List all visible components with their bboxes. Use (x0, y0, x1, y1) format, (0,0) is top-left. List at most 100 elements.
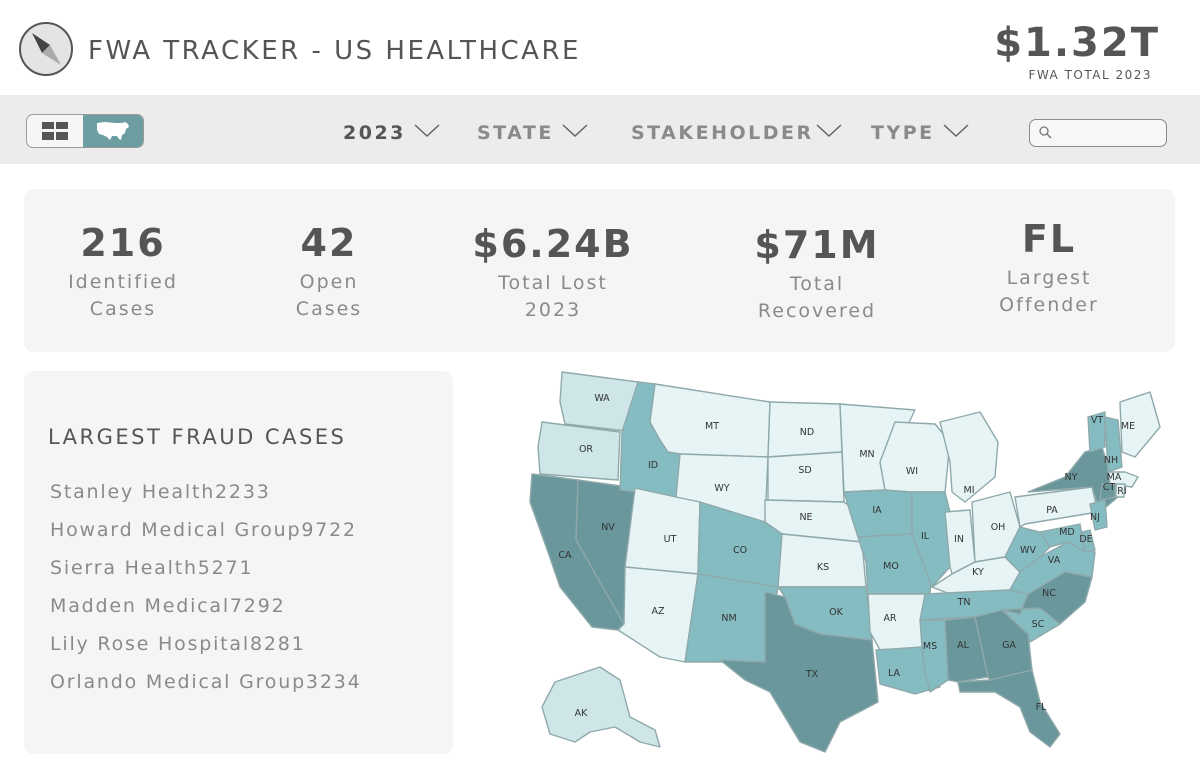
state-label-me: ME (1121, 421, 1135, 432)
filter-toolbar (0, 95, 1200, 164)
map-view-button[interactable] (83, 115, 143, 147)
state-label-ak: AK (575, 708, 588, 719)
state-label-ne: NE (799, 512, 812, 523)
view-toggle (26, 114, 144, 148)
stat-label: Open Cases (295, 271, 363, 320)
state-label-tn: TN (957, 597, 971, 608)
state-ks[interactable] (777, 533, 867, 588)
state-label-in: IN (954, 534, 964, 545)
state-label-mi: MI (964, 485, 975, 496)
search-icon (1039, 126, 1052, 139)
state-label-mo: MO (883, 561, 899, 572)
state-label-al: AL (957, 640, 969, 651)
search-box (1029, 119, 1167, 147)
state-label-ca: CA (558, 550, 572, 561)
state-label-wy: WY (714, 483, 729, 494)
app-title: FWA TRACKER - US HEALTHCARE (88, 36, 581, 66)
state-label-ok: OK (829, 607, 843, 618)
fwa-total-value: $1.32T (994, 20, 1160, 66)
chevron-down-icon (943, 124, 969, 138)
state-label-wv: WV (1020, 545, 1036, 556)
chevron-down-icon (816, 124, 842, 138)
stat-label: Total Lost 2023 (498, 272, 608, 321)
state-nj[interactable] (1089, 499, 1108, 531)
state-label-vt: VT (1091, 415, 1103, 426)
state-me[interactable] (1119, 391, 1161, 458)
state-filter[interactable]: STATE (477, 122, 588, 144)
grid-view-icon (42, 122, 68, 140)
state-label-ri: RI (1117, 486, 1126, 497)
state-ct[interactable] (1099, 483, 1116, 501)
us-map-icon (97, 122, 129, 140)
stats-panel: 216 Identified Cases 42 Open Cases $6.24… (24, 189, 1175, 352)
state-nh[interactable] (1104, 416, 1123, 473)
state-label-nh: NH (1104, 455, 1118, 466)
stat-value: $6.24B (472, 222, 634, 266)
state-label-sc: SC (1032, 619, 1045, 630)
state-ma[interactable] (1107, 471, 1139, 488)
stat-label: Largest Offender (999, 267, 1099, 316)
state-wi[interactable] (879, 421, 951, 493)
state-label-nc: NC (1042, 588, 1056, 599)
state-label-id: ID (648, 460, 658, 471)
fraud-cases-title: LARGEST FRAUD CASES (48, 425, 347, 449)
state-label-ny: NY (1065, 472, 1078, 483)
year-filter[interactable]: 2023 (343, 122, 440, 144)
state-label-pa: PA (1046, 505, 1058, 516)
state-label-wa: WA (594, 393, 610, 404)
type-filter-label: TYPE (871, 122, 935, 144)
type-filter[interactable]: TYPE (871, 122, 969, 144)
fraud-case-item[interactable]: Stanley Health2233 (50, 481, 271, 503)
state-al[interactable] (944, 616, 989, 683)
stat-largest-offender: FL Largest Offender (974, 217, 1124, 319)
fraud-case-item[interactable]: Lily Rose Hospital8281 (50, 633, 306, 655)
state-label-nm: NM (721, 613, 736, 624)
state-wa[interactable] (559, 371, 639, 433)
stat-label: Total Recovered (757, 273, 877, 322)
state-or[interactable] (537, 421, 621, 481)
stakeholder-filter[interactable]: STAKEHOLDER (631, 122, 842, 144)
state-ak[interactable] (541, 666, 661, 748)
fraud-case-item[interactable]: Sierra Health5271 (50, 557, 254, 579)
stat-value: FL (1021, 217, 1077, 261)
stat-label: Identified Cases (68, 271, 178, 320)
state-md[interactable] (1039, 523, 1086, 553)
state-label-nd: ND (800, 427, 814, 438)
state-label-ky: KY (972, 567, 984, 578)
state-label-oh: OH (991, 522, 1006, 533)
stakeholder-filter-label: STAKEHOLDER (631, 122, 814, 144)
fwa-total-label: FWA TOTAL 2023 (1028, 68, 1152, 82)
state-label-il: IL (921, 531, 930, 542)
fraud-cases-panel: LARGEST FRAUD CASES Stanley Health2233 H… (24, 371, 453, 754)
state-tx[interactable] (719, 591, 879, 753)
stat-open-cases: 42 Open Cases (254, 221, 404, 323)
state-label-ma: MA (1107, 472, 1122, 483)
stat-total-recovered: $71M Total Recovered (737, 223, 897, 325)
state-label-wi: WI (906, 466, 918, 477)
state-label-ks: KS (817, 562, 829, 573)
state-label-ut: UT (664, 534, 677, 545)
state-label-ia: IA (872, 505, 882, 516)
state-label-md: MD (1059, 527, 1075, 538)
state-ut[interactable] (624, 487, 701, 575)
state-fl[interactable] (957, 669, 1061, 748)
state-label-fl: FL (1036, 702, 1047, 713)
state-filter-label: STATE (477, 122, 554, 144)
grid-view-button[interactable] (27, 115, 83, 147)
state-vt[interactable] (1087, 411, 1106, 453)
state-sd[interactable] (767, 451, 845, 503)
state-ri[interactable] (1115, 483, 1126, 498)
stat-value: 42 (300, 221, 358, 265)
state-label-va: VA (1048, 555, 1061, 566)
us-choropleth-map: WA OR CA NV ID MT WY UT AZ CO NM ND SD NE KS OK TX MN IA MO… (529, 371, 1161, 753)
chevron-down-icon (562, 124, 588, 138)
stat-total-lost: $6.24B Total Lost 2023 (463, 222, 643, 324)
compass-icon[interactable] (18, 21, 74, 77)
state-mi[interactable] (939, 411, 999, 503)
fraud-case-item[interactable]: Madden Medical7292 (50, 595, 286, 617)
fraud-case-item[interactable]: Orlando Medical Group3234 (50, 671, 362, 693)
state-label-ar: AR (883, 613, 896, 624)
state-label-mt: MT (705, 421, 719, 432)
fraud-case-item[interactable]: Howard Medical Group9722 (50, 519, 357, 541)
search-input[interactable] (1056, 123, 1160, 143)
